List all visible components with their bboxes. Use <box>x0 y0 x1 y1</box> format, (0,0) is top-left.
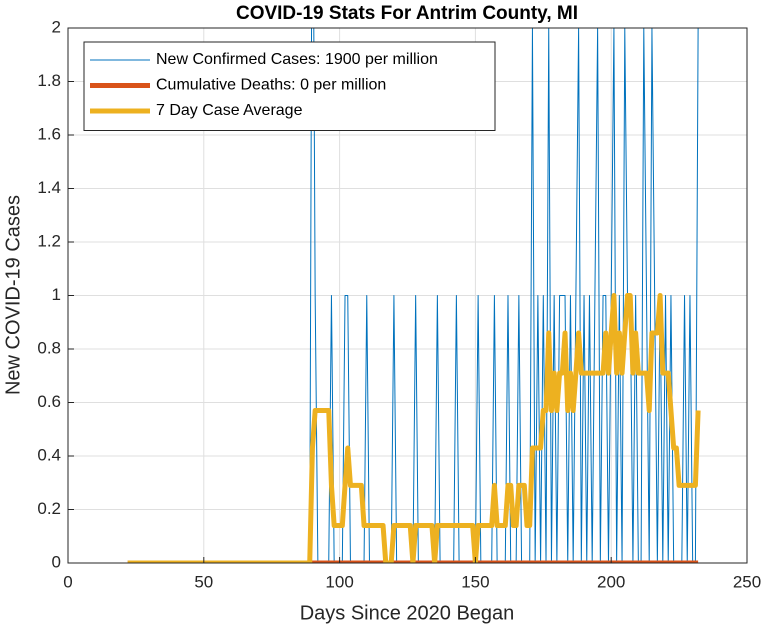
x-tick-label: 0 <box>63 572 72 591</box>
series-group <box>127 28 701 563</box>
y-tick-label: 1 <box>52 285 61 304</box>
ticks: 0 50 100 150 200 250 0 0.2 0.4 0.6 0.8 1 1.2 1.4 1.6 1.… <box>37 17 761 591</box>
y-tick-label: 0.6 <box>37 392 61 411</box>
legend-label: New Confirmed Cases: 1900 per million <box>156 51 438 68</box>
chart-title: COVID-19 Stats For Antrim County, MI <box>236 3 578 24</box>
y-tick-label: 0.8 <box>37 338 61 357</box>
y-tick-label: 1.8 <box>37 71 61 90</box>
legend-label: 7 Day Case Average <box>156 102 303 119</box>
y-tick-label: 0.4 <box>37 445 61 464</box>
x-tick-label: 50 <box>194 572 213 591</box>
y-tick-label: 1.4 <box>37 178 61 197</box>
y-tick-label: 1.2 <box>37 231 61 250</box>
legend-label: Cumulative Deaths: 0 per million <box>156 77 386 94</box>
y-axis-label: New COVID-19 Cases <box>2 195 24 395</box>
series-line <box>127 28 699 563</box>
x-tick-label: 100 <box>325 572 353 591</box>
y-tick-label: 0.2 <box>37 499 61 518</box>
x-tick-label: 150 <box>461 572 489 591</box>
x-tick-label: 200 <box>597 572 625 591</box>
y-tick-label: 1.6 <box>37 124 61 143</box>
x-axis-label: Days Since 2020 Began <box>300 602 515 624</box>
y-tick-label: 0 <box>52 552 61 571</box>
series-line <box>127 293 701 563</box>
x-tick-label: 250 <box>733 572 761 591</box>
legend: New Confirmed Cases: 1900 per million Cum… <box>83 41 496 131</box>
y-tick-label: 2 <box>52 17 61 36</box>
legend-box <box>83 41 496 131</box>
